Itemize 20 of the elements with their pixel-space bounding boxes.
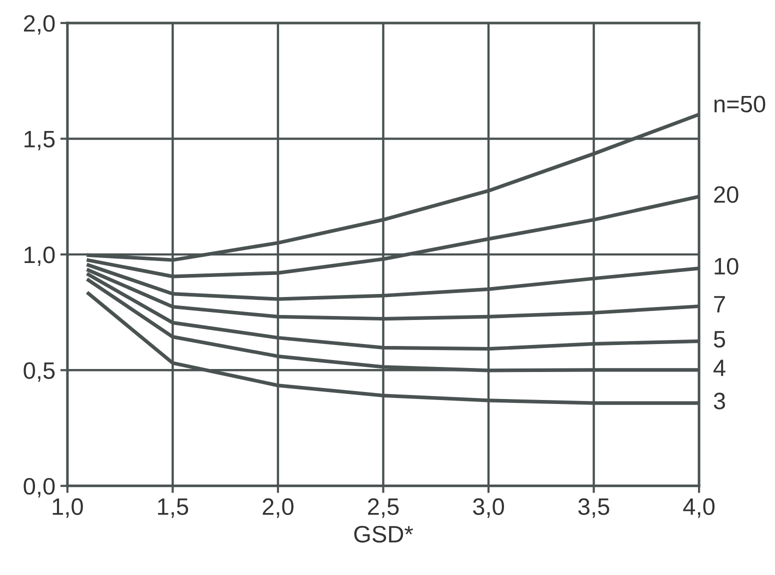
- series-label: n=50: [714, 96, 766, 112]
- series-label: 4: [713, 360, 726, 376]
- series-label: 7: [714, 296, 725, 312]
- x-tick-label: 3,0: [473, 498, 504, 518]
- series-label: 10: [714, 258, 738, 275]
- y-tick-label: 1,0: [24, 246, 55, 266]
- y-tick-label: 2,0: [24, 15, 55, 35]
- series-label: 5: [714, 331, 726, 348]
- x-tick-label: 2,5: [368, 498, 399, 518]
- x-tick-label: 3,5: [578, 498, 610, 518]
- x-axis-title: GSD*: [354, 526, 414, 543]
- x-tick-label: 2,0: [262, 498, 294, 518]
- series-label: 3: [714, 392, 726, 410]
- y-tick-label: 0,0: [24, 478, 55, 498]
- series-label: 20: [714, 186, 738, 203]
- x-tick-label: 1,5: [158, 498, 188, 518]
- x-tick-label: 4,0: [683, 498, 715, 518]
- y-tick-label: 1,5: [24, 131, 55, 150]
- x-tick-label: 1,0: [52, 498, 83, 518]
- y-tick-label: 0,5: [24, 362, 55, 382]
